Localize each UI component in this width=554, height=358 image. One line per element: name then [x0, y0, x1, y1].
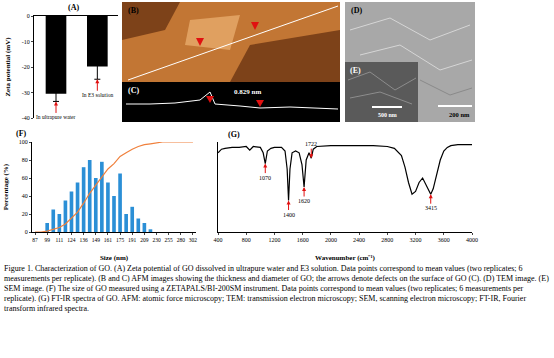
- svg-text:-40: -40: [22, 115, 30, 121]
- svg-text:500 nm: 500 nm: [378, 112, 397, 118]
- svg-text:3415: 3415: [425, 205, 437, 211]
- svg-text:(F): (F): [16, 129, 27, 138]
- svg-text:209: 209: [140, 237, 149, 243]
- svg-text:230: 230: [152, 237, 161, 243]
- svg-text:302: 302: [189, 237, 198, 243]
- svg-text:(E): (E): [350, 66, 361, 75]
- svg-text:1070: 1070: [259, 175, 271, 181]
- svg-text:-10: -10: [22, 39, 30, 45]
- svg-text:191: 191: [128, 237, 137, 243]
- svg-text:(A): (A): [68, 3, 79, 12]
- svg-text:136: 136: [80, 237, 89, 243]
- svg-text:1400: 1400: [283, 212, 295, 218]
- svg-text:800: 800: [242, 237, 251, 243]
- svg-text:280: 280: [177, 237, 186, 243]
- svg-text:100: 100: [19, 139, 28, 145]
- svg-text:175: 175: [116, 237, 125, 243]
- svg-text:161: 161: [104, 237, 113, 243]
- svg-text:1600: 1600: [297, 237, 309, 243]
- svg-text:1722: 1722: [305, 141, 317, 147]
- svg-text:87: 87: [32, 237, 38, 243]
- svg-text:40: 40: [22, 193, 28, 199]
- svg-text:99: 99: [44, 237, 50, 243]
- svg-text:3600: 3600: [438, 237, 450, 243]
- svg-text:In E3 solution: In E3 solution: [82, 92, 113, 98]
- svg-text:149: 149: [92, 237, 101, 243]
- svg-text:3200: 3200: [410, 237, 422, 243]
- svg-text:400: 400: [214, 237, 223, 243]
- svg-text:1620: 1620: [298, 198, 310, 204]
- svg-text:80: 80: [22, 157, 28, 163]
- svg-text:Zeta potential (mV): Zeta potential (mV): [4, 37, 12, 97]
- svg-text:111: 111: [55, 237, 63, 243]
- svg-text:Size (nm): Size (nm): [100, 254, 129, 262]
- svg-text:Wavenumber (cm⁻¹): Wavenumber (cm⁻¹): [315, 254, 375, 262]
- svg-text:60: 60: [22, 175, 28, 181]
- svg-text:1200: 1200: [268, 237, 280, 243]
- svg-text:2800: 2800: [381, 237, 393, 243]
- svg-text:-20: -20: [22, 64, 30, 70]
- svg-text:2000: 2000: [325, 237, 337, 243]
- svg-text:4000: 4000: [466, 237, 478, 243]
- svg-text:In ultrapure water: In ultrapure water: [36, 114, 76, 120]
- svg-text:(D): (D): [351, 6, 362, 15]
- svg-text:0: 0: [25, 229, 28, 235]
- svg-text:(C): (C): [128, 86, 139, 95]
- svg-text:2400: 2400: [353, 237, 365, 243]
- html-text:Figure 1. Characterization of: Figure 1. Characterization of GO. (A) Ze…: [4, 264, 549, 313]
- svg-text:200 nm: 200 nm: [449, 111, 470, 118]
- svg-text:124: 124: [67, 237, 76, 243]
- svg-text:20: 20: [22, 211, 28, 217]
- svg-text:(G): (G): [228, 130, 240, 139]
- svg-text:(B): (B): [128, 6, 139, 15]
- svg-text:255: 255: [165, 237, 174, 243]
- svg-text:-30: -30: [22, 90, 30, 96]
- svg-text:0: 0: [27, 13, 30, 19]
- svg-text:Percentage (%): Percentage (%): [2, 163, 10, 210]
- svg-text:0.829 nm: 0.829 nm: [234, 88, 261, 96]
